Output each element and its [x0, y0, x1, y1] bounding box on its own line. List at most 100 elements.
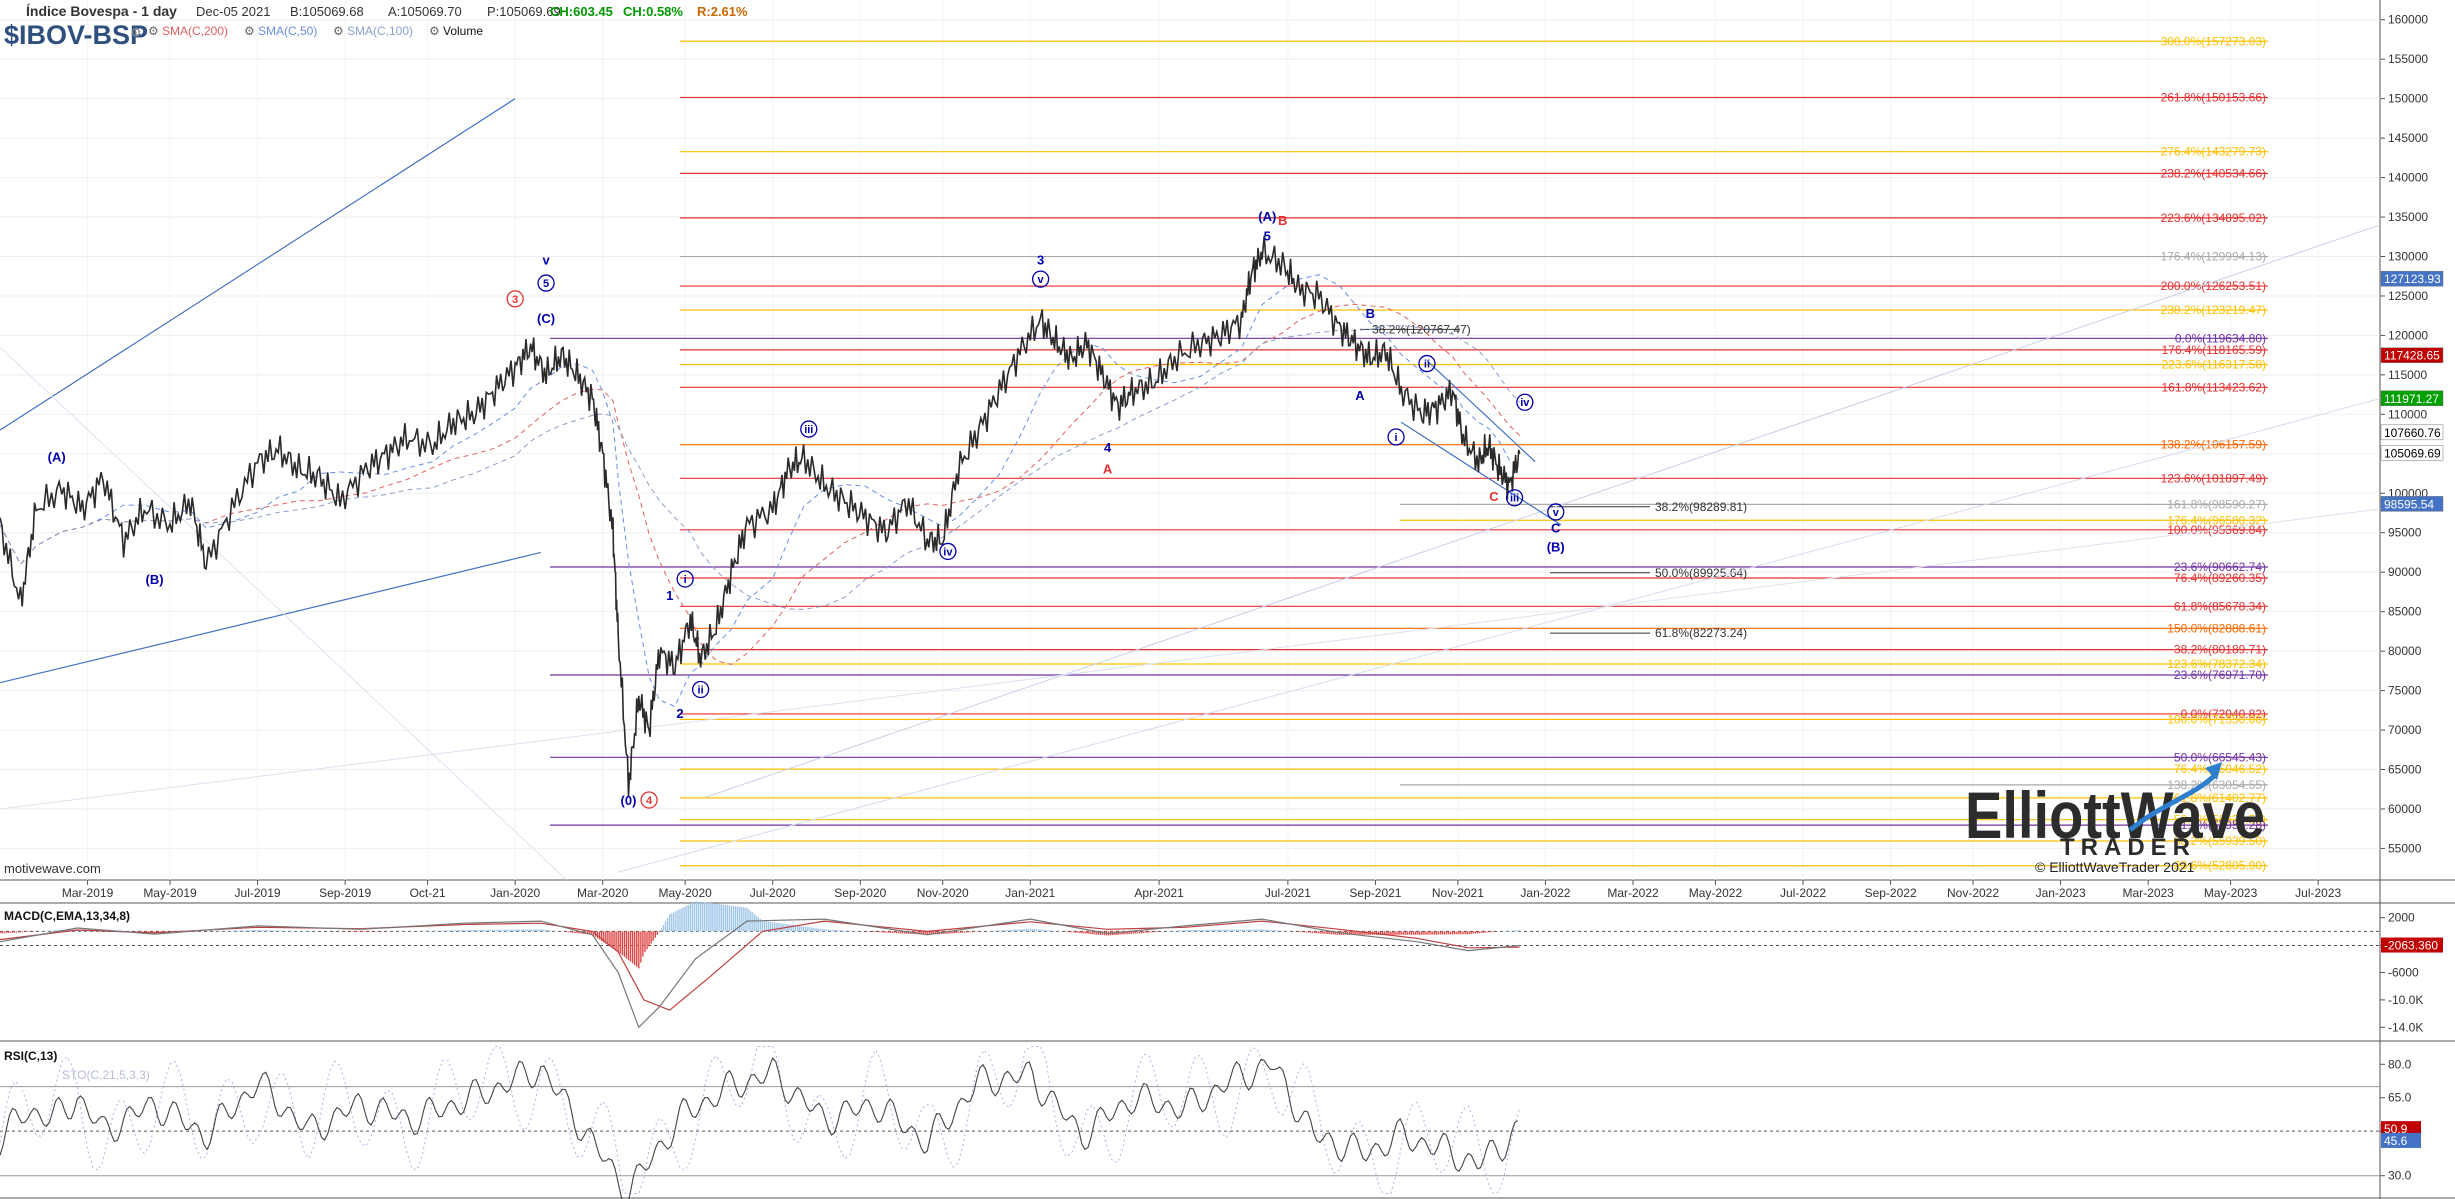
macd-title: MACD(C,EMA,13,34,8): [4, 909, 130, 923]
macd-current-label: -2063.360: [2384, 939, 2438, 953]
macd-y-tick-label: -10.0K: [2388, 993, 2423, 1007]
price-layer: [0, 235, 1521, 797]
wave-label: 2: [676, 706, 683, 721]
y-tick-label: 125000: [2388, 289, 2428, 303]
fib-level-label: 300.0%(157273.03): [2161, 34, 2266, 48]
price-tag-box: [2380, 424, 2444, 441]
indicator-legend[interactable]: ⚙ ⚙ SMA(C,200) ⚙ SMA(C,50) ⚙ SMA(C,100) ⚙ Volume: [130, 24, 483, 40]
fib-level-label: 200.0%(126253.51): [2161, 279, 2266, 293]
logo-arrow-icon: [2205, 762, 2222, 780]
rsi-current-box: [2381, 1121, 2421, 1137]
rsi-panel[interactable]: [0, 1042, 2380, 1199]
retracement-label: 38.2%(120767.47): [1372, 322, 1471, 336]
fib-level-label: 261.8%(150153.66): [2161, 90, 2266, 104]
wave-label: 3: [1037, 252, 1044, 267]
y-tick-label: 95000: [2388, 526, 2422, 540]
wave-label: A: [1355, 388, 1365, 403]
elliottwave-logo: ElliottWave TRADER © ElliottWaveTrader 2…: [1965, 762, 2265, 875]
header-price: P:105069.69: [487, 4, 561, 19]
fib-level-label: 238.2%(123219.47): [2161, 303, 2266, 317]
x-tick-label: Mar-2022: [1607, 886, 1659, 900]
wave-label: B: [1278, 213, 1287, 228]
wave-label-circle: [676, 570, 694, 588]
wave-label: 4: [646, 795, 653, 807]
fib-level-label: 176.4%(118165.59): [2161, 343, 2266, 357]
logo-copyright: © ElliottWaveTrader 2021: [2035, 859, 2195, 875]
trend-line: [618, 398, 2381, 873]
indicator-label-3: Volume: [443, 24, 483, 38]
fib-level-label: 100.0%(71350.00): [2167, 712, 2266, 726]
price-y-axis[interactable]: 55000 60000 65000 70000 75000 80000 85000 90000…: [2380, 13, 2444, 856]
fib-level-label: 0.0%(119634.80): [2175, 331, 2266, 345]
wave-label: i: [1395, 432, 1398, 444]
fib-level-label: 176.4%(129994.13): [2161, 250, 2266, 264]
wave-label: 3: [512, 294, 518, 306]
x-tick-label: Jul-2019: [235, 886, 281, 900]
fib-level-label: 138.2%(106157.59): [2161, 438, 2266, 452]
rsi-y-tick-label: 65.0: [2388, 1091, 2412, 1105]
fib-level-label: 76.4%(89260.35): [2174, 571, 2266, 585]
indicator-gear-icon: ⚙: [244, 24, 255, 38]
rsi-y-tick-label: 80.0: [2388, 1057, 2412, 1071]
y-tick-label: 135000: [2388, 210, 2428, 224]
fib-level-label: 50.0%(66545.43): [2174, 750, 2266, 764]
price-tag-box: [2380, 270, 2444, 287]
trend-line: [0, 346, 568, 881]
x-tick-label: Mar-2019: [62, 886, 114, 900]
fib-level-label: 223.6%(116317.58): [2161, 357, 2266, 371]
wave-label: v: [1553, 507, 1560, 519]
macd-current-box: [2381, 937, 2443, 953]
wave-label: 5: [543, 278, 549, 290]
header-bid: B:105069.68: [290, 4, 364, 19]
wave-label-circle: [939, 542, 957, 561]
logo-text-bottom: TRADER: [2060, 834, 2196, 861]
trend-line: [705, 224, 2381, 798]
logo-text-top: ElliottWave: [1965, 778, 2265, 852]
y-tick-label: 145000: [2388, 131, 2428, 145]
fib-level-label: 238.2%(140534.66): [2161, 166, 2266, 180]
wave-label: ii: [1424, 359, 1430, 371]
wave-label: A: [1103, 462, 1113, 477]
indicator-gear-icon: ⚙: [148, 24, 159, 38]
y-tick-label: 65000: [2388, 763, 2422, 777]
y-tick-label: 80000: [2388, 644, 2422, 658]
wave-label: 1: [666, 588, 673, 603]
x-tick-label: Jul-2022: [1780, 886, 1826, 900]
rsi-layer: RSI(C,13)STO(C,21,5,3,3)80.065.050.030.0…: [0, 1046, 2421, 1199]
x-tick-label: Oct-21: [410, 886, 446, 900]
stochastic-line: [0, 1046, 1521, 1195]
sma-line-1: [0, 303, 1521, 666]
y-tick-label: 130000: [2388, 250, 2428, 264]
logo-swoosh-icon: [2128, 773, 2217, 832]
header-ask: A:105069.70: [388, 4, 462, 19]
fib-level-label: 23.6%(52805.90): [2174, 859, 2266, 873]
fib-level-label: 61.8%(57954.28): [2174, 818, 2266, 832]
fib-level-label: 161.8%(113423.62): [2161, 380, 2266, 394]
indicator-gear-icon: ⚙: [333, 24, 344, 38]
x-tick-label: Nov-2021: [1432, 886, 1484, 900]
header-range: R:2.61%: [697, 4, 748, 19]
trend-line: [0, 508, 2381, 810]
sma-line-2: [0, 325, 1521, 610]
fib-level-label: 23.6%(76971.70): [2174, 668, 2266, 682]
wave-label: 5: [1264, 229, 1271, 244]
fib-level-label: 38.2%(80189.71): [2174, 643, 2266, 657]
trend-line: [0, 551, 542, 684]
rsi-y-tick-label: 30.0: [2388, 1169, 2412, 1183]
y-tick-label: 90000: [2388, 565, 2422, 579]
rsi-current-label: 45.6: [2384, 1134, 2408, 1148]
rsi-current-box: [2381, 1132, 2421, 1148]
macd-panel[interactable]: [0, 904, 2380, 1041]
fib-level-label: 123.6%(78372.34): [2167, 657, 2266, 671]
y-tick-label: 120000: [2388, 328, 2428, 342]
price-panel[interactable]: [0, 0, 2380, 880]
wave-label: v: [1038, 274, 1045, 286]
retracement-label: 61.8%(82273.24): [1655, 626, 1747, 640]
y-tick-label: 140000: [2388, 171, 2428, 185]
macd-y-tick-label: 2000: [2388, 911, 2415, 925]
grid-layer: [0, 0, 2380, 880]
wave-label: 4: [1104, 440, 1112, 455]
sma-layer: [0, 274, 1521, 708]
time-x-axis[interactable]: Mar-2019 May-2019 Jul-2019 Sep-2019 Oct-21 Ja…: [62, 880, 2342, 900]
